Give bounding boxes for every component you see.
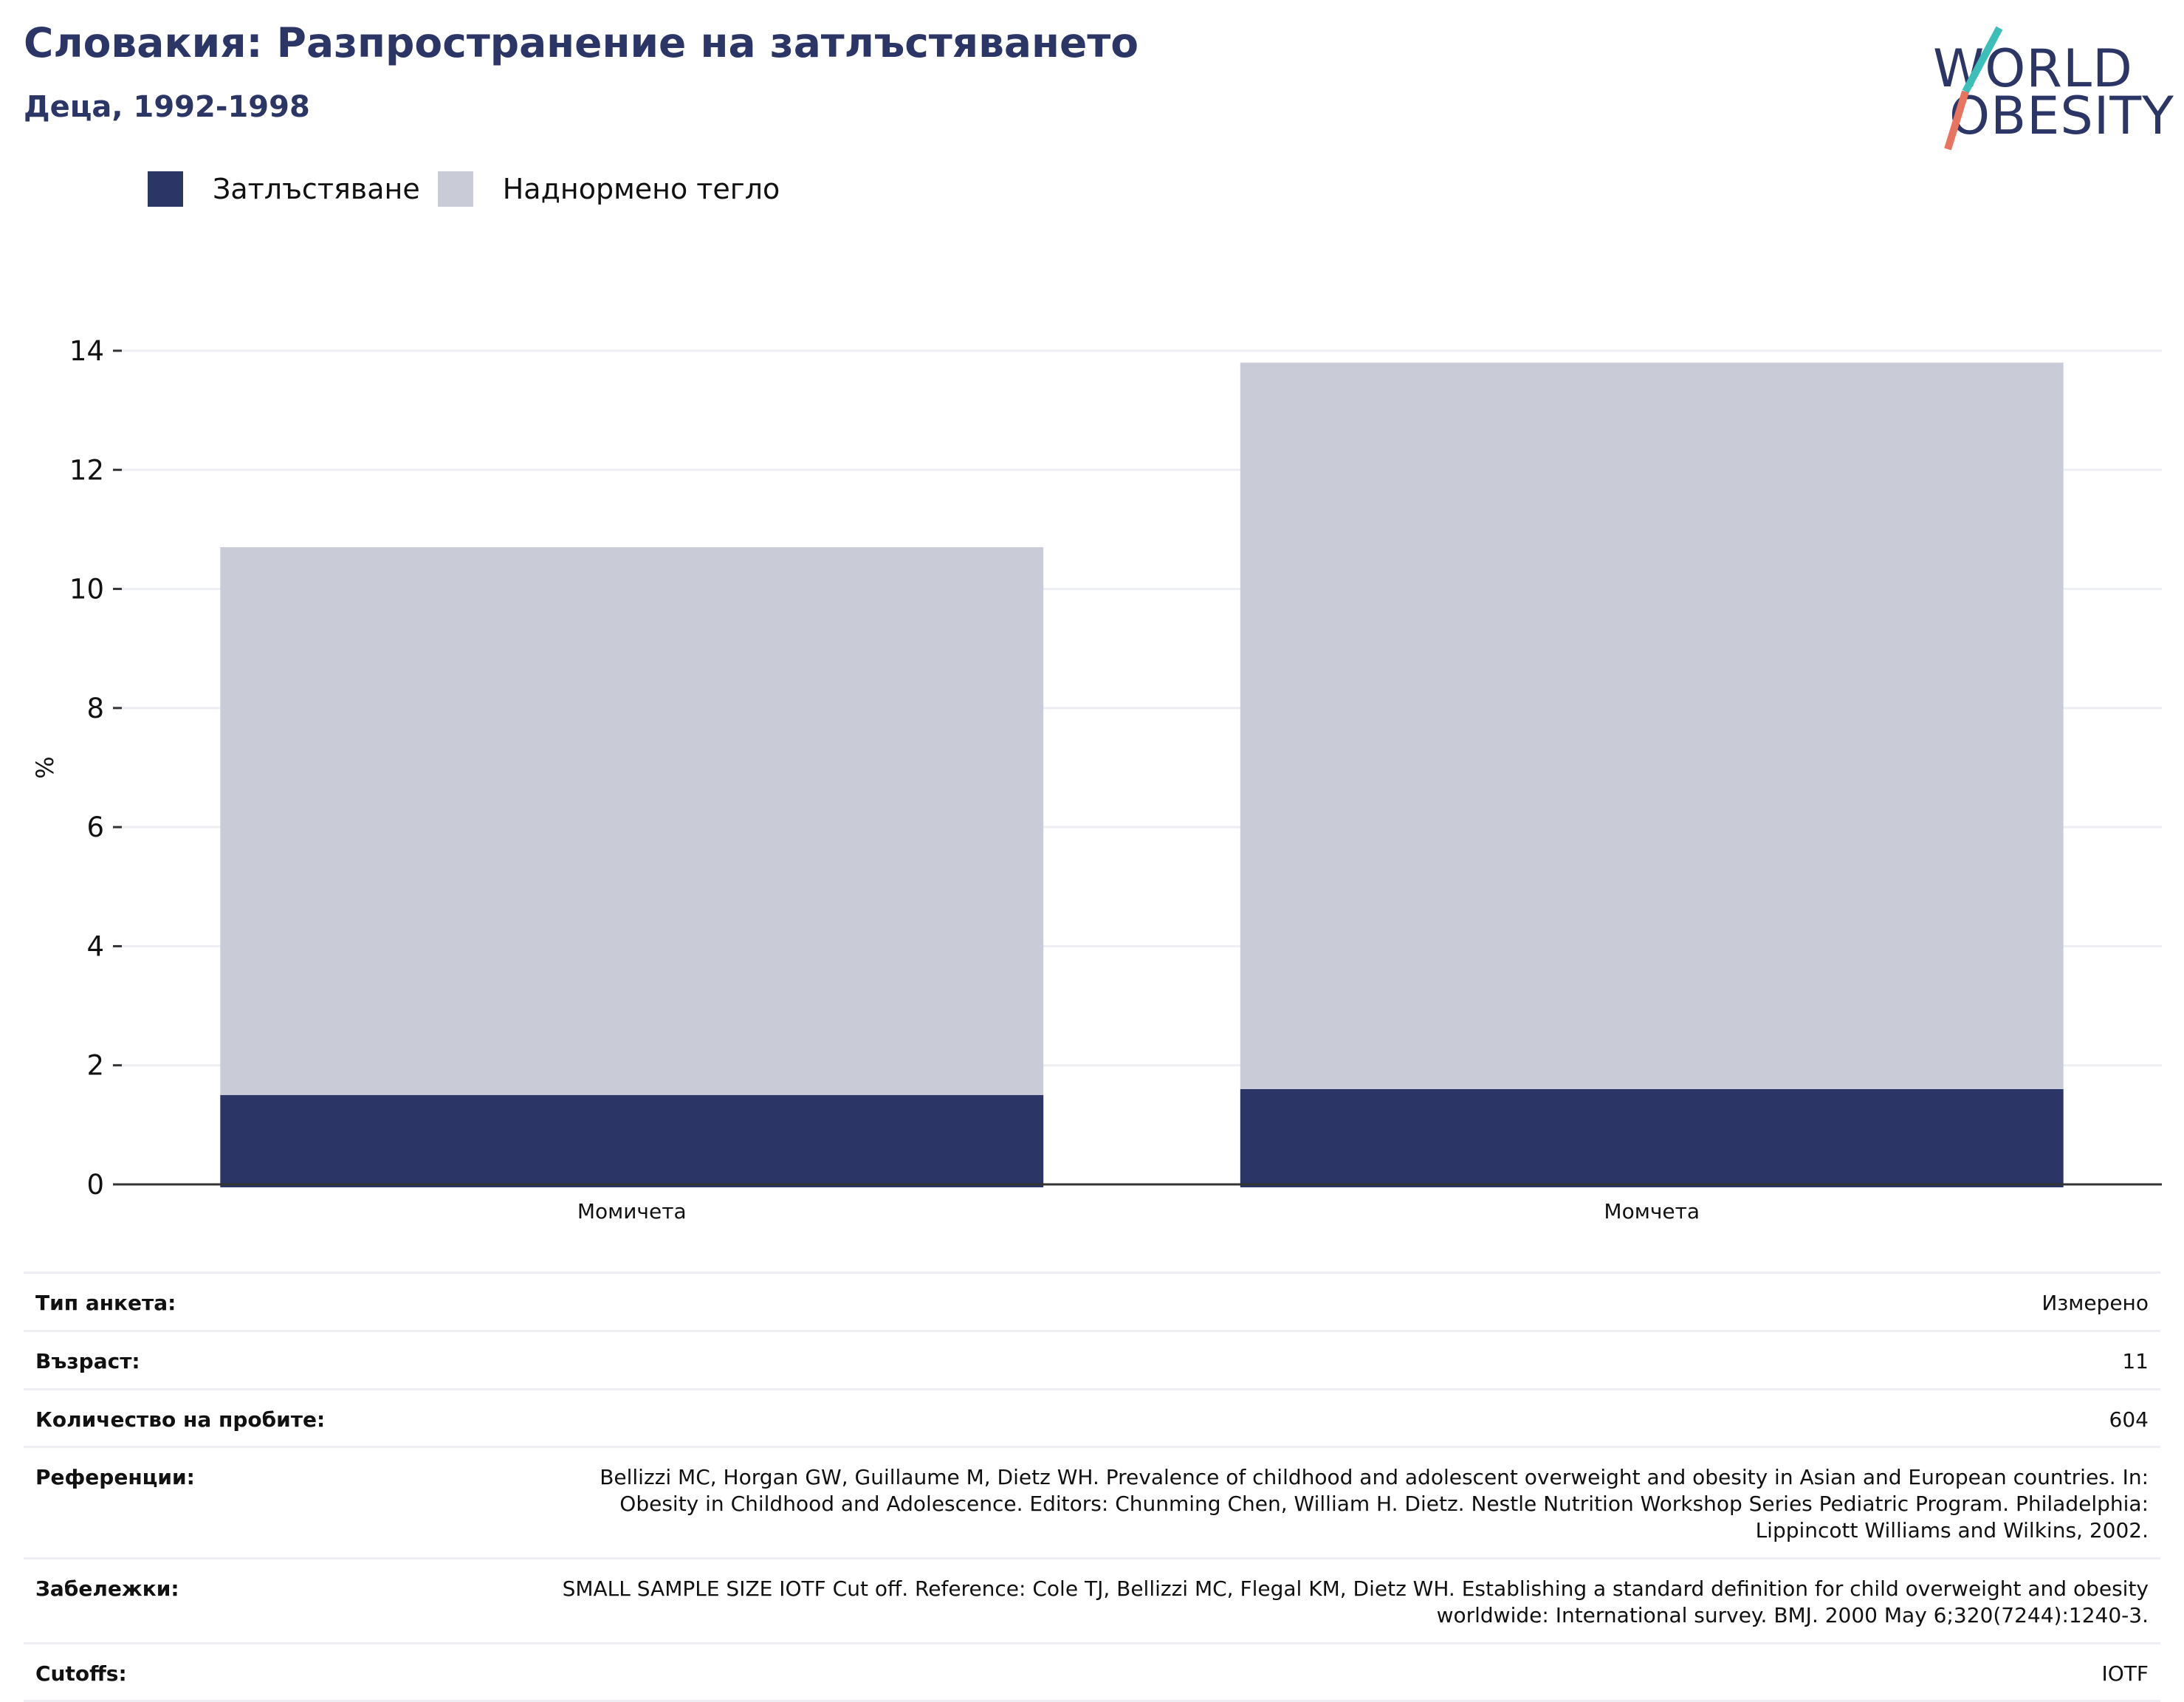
legend-item-obesity: Затлъстяване xyxy=(148,171,420,207)
info-row-notes: Забележки: SMALL SAMPLE SIZE IOTF Cut of… xyxy=(24,1557,2160,1642)
chart-subtitle: Деца, 1992-1998 xyxy=(24,90,310,124)
info-label: Референции: xyxy=(35,1465,195,1490)
y-tick-label: 2 xyxy=(86,1050,104,1082)
info-row-cutoffs: Cutoffs: IOTF xyxy=(24,1641,2160,1702)
info-label: Възраст: xyxy=(35,1348,140,1373)
logo-word-obesity: OBESITY xyxy=(1949,86,2174,146)
y-tick-label: 4 xyxy=(86,930,104,962)
bars-layer xyxy=(220,363,2064,1187)
info-value: Измерено xyxy=(2042,1291,2149,1315)
info-label: Cutoffs: xyxy=(35,1661,127,1686)
stacked-bar-chart: 0 2 4 6 8 10 12 14% Момичета Момчета xyxy=(31,335,2162,1224)
info-value: 11 xyxy=(2122,1348,2149,1373)
bar-segment-overweight xyxy=(220,547,1044,1096)
info-row-references: Референции: Bellizzi MC, Horgan GW, Guil… xyxy=(24,1446,2160,1557)
x-tick-label: Момчета xyxy=(1604,1199,1700,1224)
x-tick-label: Момичета xyxy=(577,1199,687,1224)
chart-title: Словакия: Разпространение на затлъстяван… xyxy=(24,19,1139,66)
y-tick-label: 12 xyxy=(69,454,104,486)
legend-label-overweight: Наднормено тегло xyxy=(502,173,780,205)
info-label: Забележки: xyxy=(35,1576,179,1601)
bar-segment-obesity xyxy=(1240,1088,2064,1187)
y-tick-label: 0 xyxy=(86,1169,104,1201)
y-tick-label: 6 xyxy=(86,811,104,843)
info-value: IOTF xyxy=(2101,1661,2149,1686)
legend-swatch-obesity xyxy=(148,171,183,207)
legend-swatch-overweight xyxy=(437,171,473,207)
y-tick-label: 8 xyxy=(86,693,104,724)
legend-item-overweight: Наднормено тегло xyxy=(437,171,780,207)
info-row-age: Възраст: 11 xyxy=(24,1329,2160,1388)
info-label: Тип анкета: xyxy=(35,1291,176,1315)
info-row-sample-size: Количество на пробите: 604 xyxy=(24,1387,2160,1447)
info-row-survey-type: Тип анкета: Измерено xyxy=(24,1272,2160,1330)
info-value: 604 xyxy=(2109,1407,2149,1432)
y-axis-label: % xyxy=(31,756,59,778)
bar-segment-overweight xyxy=(1240,363,2064,1089)
axis-layer: 0 2 4 6 8 10 12 14% Момичета Момчета xyxy=(31,335,2162,1224)
info-value: Bellizzi MC, Horgan GW, Guillaume M, Die… xyxy=(600,1465,2149,1543)
legend: Затлъстяване Наднормено тегло xyxy=(148,170,797,208)
info-value: SMALL SAMPLE SIZE IOTF Cut off. Referenc… xyxy=(562,1576,2149,1627)
world-obesity-logo: WORLD OBESITY xyxy=(1920,22,2174,155)
legend-label-obesity: Затлъстяване xyxy=(213,173,420,205)
y-tick-label: 10 xyxy=(69,574,104,605)
survey-info-table: Тип анкета: Измерено Възраст: 11 Количес… xyxy=(24,1272,2160,1702)
info-label: Количество на пробите: xyxy=(35,1407,326,1432)
bar-segment-obesity xyxy=(220,1095,1044,1187)
logo-slash-icon xyxy=(1944,26,2003,151)
y-tick-label: 14 xyxy=(69,335,104,367)
